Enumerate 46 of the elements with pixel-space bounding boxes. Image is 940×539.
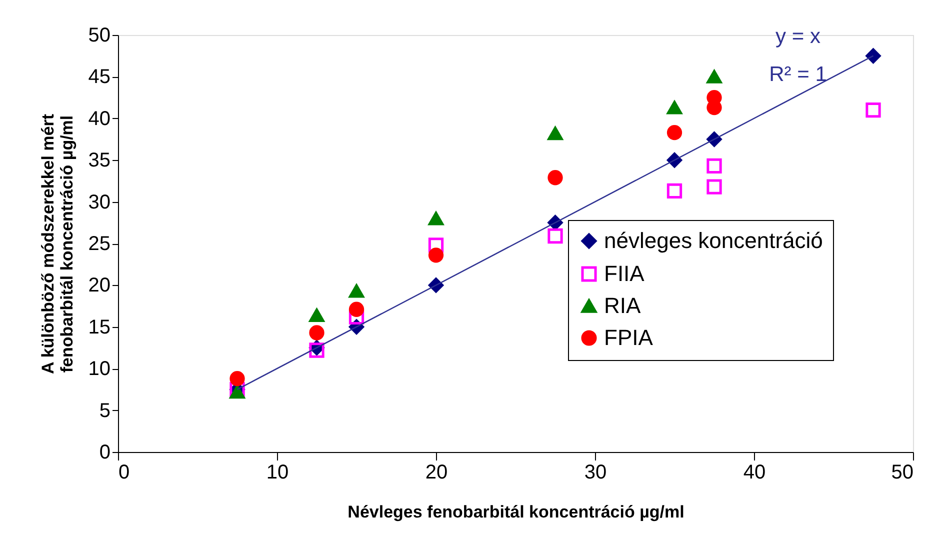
legend-label: RIA	[604, 293, 641, 318]
x-tick-label: 30	[584, 462, 607, 484]
point	[548, 228, 563, 244]
point	[428, 238, 444, 253]
y-tick-label: 40	[88, 108, 110, 130]
y-axis-title: A különböző módszerekkel mért fenobarbitál koncentráció µg/ml	[38, 114, 76, 374]
point	[230, 385, 245, 399]
y-tick-label: 35	[88, 150, 110, 172]
point	[706, 158, 722, 174]
x-axis-title: Névleges fenobarbitál koncentráció µg/ml	[348, 502, 684, 522]
y-tick-label: 0	[99, 442, 110, 464]
y-tick-label: 25	[88, 233, 110, 255]
point	[348, 309, 364, 324]
x-tick-label: 10	[266, 462, 289, 484]
y-tick-label: 20	[88, 274, 110, 297]
point	[666, 100, 682, 114]
point	[866, 48, 881, 64]
point	[428, 248, 444, 263]
y-tick-label: 10	[88, 358, 110, 380]
point	[706, 70, 722, 84]
point	[309, 308, 324, 322]
point	[309, 325, 324, 340]
legend-label: FIIA	[604, 261, 645, 286]
y-tick-label: 15	[88, 316, 110, 338]
x-tick-label: 20	[425, 462, 448, 484]
annotation: R² = 1	[769, 63, 827, 86]
point	[666, 125, 682, 140]
point	[230, 371, 245, 386]
y-tick-label: 5	[99, 400, 110, 422]
legend-label: FPIA	[604, 325, 654, 350]
point	[666, 183, 682, 199]
annotation: y = x	[776, 25, 821, 48]
legend-label: névleges koncentráció	[604, 228, 823, 253]
y-tick-label: 50	[88, 24, 110, 46]
point	[348, 284, 364, 298]
x-tick-label: 50	[891, 462, 914, 484]
x-tick-label: 40	[743, 462, 766, 484]
point	[548, 170, 563, 186]
point	[706, 179, 722, 194]
point	[548, 126, 563, 140]
x-tick-label: 0	[118, 462, 130, 484]
y-tick-label: 45	[88, 66, 110, 88]
y-tick-label: 30	[88, 191, 110, 214]
point	[428, 212, 444, 226]
point	[866, 102, 881, 118]
point	[348, 302, 364, 317]
